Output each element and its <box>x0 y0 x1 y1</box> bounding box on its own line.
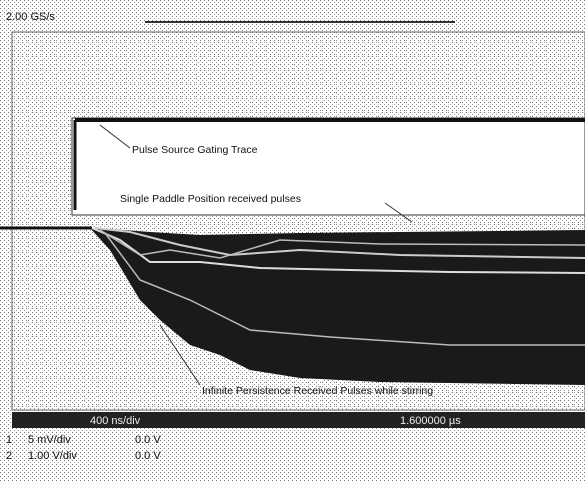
annotation: Single Paddle Position received pulses <box>120 193 301 205</box>
footer-bar <box>12 412 585 428</box>
annotation-box <box>71 117 585 216</box>
sample-rate: 2.00 GS/s <box>6 11 55 23</box>
received-pulse-trace <box>104 232 585 346</box>
channel-offset: 0.0 V <box>135 450 161 462</box>
pointer <box>159 324 201 386</box>
annotation: Pulse Source Gating Trace <box>132 144 258 156</box>
channel-scale: 5 mV/div <box>28 434 71 446</box>
channel-number: 1 <box>6 434 12 446</box>
pointer <box>99 124 131 149</box>
channel-number: 2 <box>6 450 12 462</box>
received-pulse-trace <box>99 229 585 259</box>
channel-scale: 1.00 V/div <box>28 450 77 462</box>
annotation: Infinite Persistence Received Pulses whi… <box>202 385 433 397</box>
channel-offset: 0.0 V <box>135 434 161 446</box>
pointer <box>384 202 413 223</box>
received-pulse-trace <box>91 227 585 274</box>
timebase: 400 ns/div <box>90 415 141 427</box>
delay: 1.600000 µs <box>400 415 461 427</box>
